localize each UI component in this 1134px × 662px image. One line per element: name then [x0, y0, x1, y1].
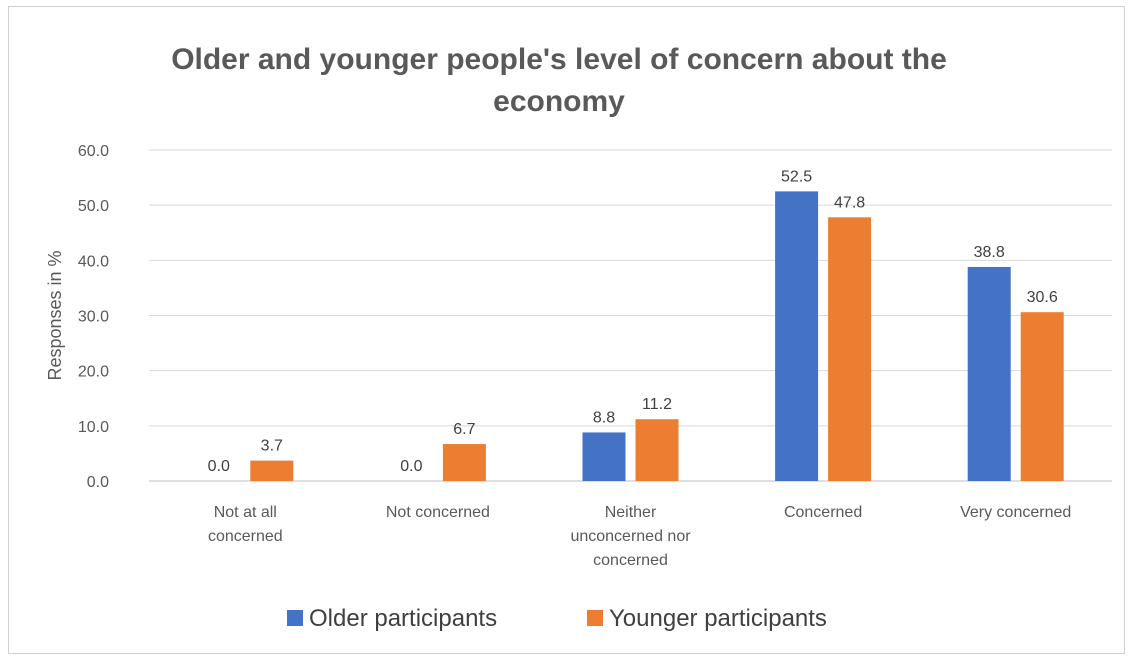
bar-younger	[1020, 312, 1064, 481]
data-label: 8.8	[593, 409, 615, 426]
legend-swatch	[587, 610, 603, 626]
chart-title-line: Older and younger people's level of conc…	[171, 43, 947, 76]
y-tick-label: 60.0	[78, 143, 109, 160]
x-category-label: Very concerned	[960, 504, 1071, 521]
y-tick-label: 20.0	[78, 364, 109, 381]
legend-swatch	[287, 610, 303, 626]
y-axis-ticks: 0.0 10.0 20.0 30.0 40.0 50.0 60.0	[78, 143, 109, 491]
x-category-label: Concerned	[784, 504, 862, 521]
x-category-label: concerned	[208, 528, 283, 545]
bar-younger	[250, 460, 294, 481]
y-tick-label: 10.0	[78, 419, 109, 436]
bar-older	[775, 191, 819, 481]
chart-title: Older and younger people's level of conc…	[171, 43, 947, 118]
legend: Older participants Younger participants	[287, 605, 827, 632]
y-tick-label: 30.0	[78, 309, 109, 326]
data-label: 47.8	[834, 194, 865, 211]
x-category-label: concerned	[593, 552, 668, 569]
data-label: 30.6	[1027, 289, 1058, 306]
data-label: 38.8	[974, 244, 1005, 261]
data-label: 0.0	[208, 458, 230, 475]
gridlines	[149, 149, 1112, 482]
legend-label: Older participants	[309, 605, 497, 632]
chart-frame: Older and younger people's level of conc…	[8, 6, 1125, 654]
bar-older	[582, 432, 626, 481]
bar-older	[967, 266, 1011, 481]
data-label: 11.2	[642, 396, 672, 413]
data-labels: 0.0 3.7 0.0 6.7 8.8 11.2 52.5 47.8 38.8 30.6	[208, 168, 1058, 475]
bar-younger	[828, 217, 872, 481]
data-label: 0.0	[400, 458, 422, 475]
x-category-label: Neither	[605, 504, 657, 521]
x-category-label: unconcerned nor	[570, 528, 691, 545]
bars	[250, 191, 1064, 481]
bar-chart: Older and younger people's level of conc…	[45, 43, 1112, 632]
x-category-label: Not at all	[214, 504, 277, 521]
y-tick-label: 50.0	[78, 198, 109, 215]
chart-title-line: economy	[493, 85, 625, 118]
y-tick-label: 0.0	[87, 474, 109, 491]
x-category-label: Not concerned	[386, 504, 490, 521]
x-axis-categories: Not at all concerned Not concerned Neither u…	[208, 504, 1071, 569]
data-label: 52.5	[781, 168, 812, 185]
y-axis-title: Responses in %	[45, 250, 65, 380]
y-tick-label: 40.0	[78, 253, 109, 270]
bar-younger	[442, 444, 486, 481]
bar-younger	[635, 419, 679, 481]
data-label: 6.7	[453, 421, 475, 438]
data-label: 3.7	[261, 438, 283, 455]
legend-label: Younger participants	[609, 605, 827, 632]
